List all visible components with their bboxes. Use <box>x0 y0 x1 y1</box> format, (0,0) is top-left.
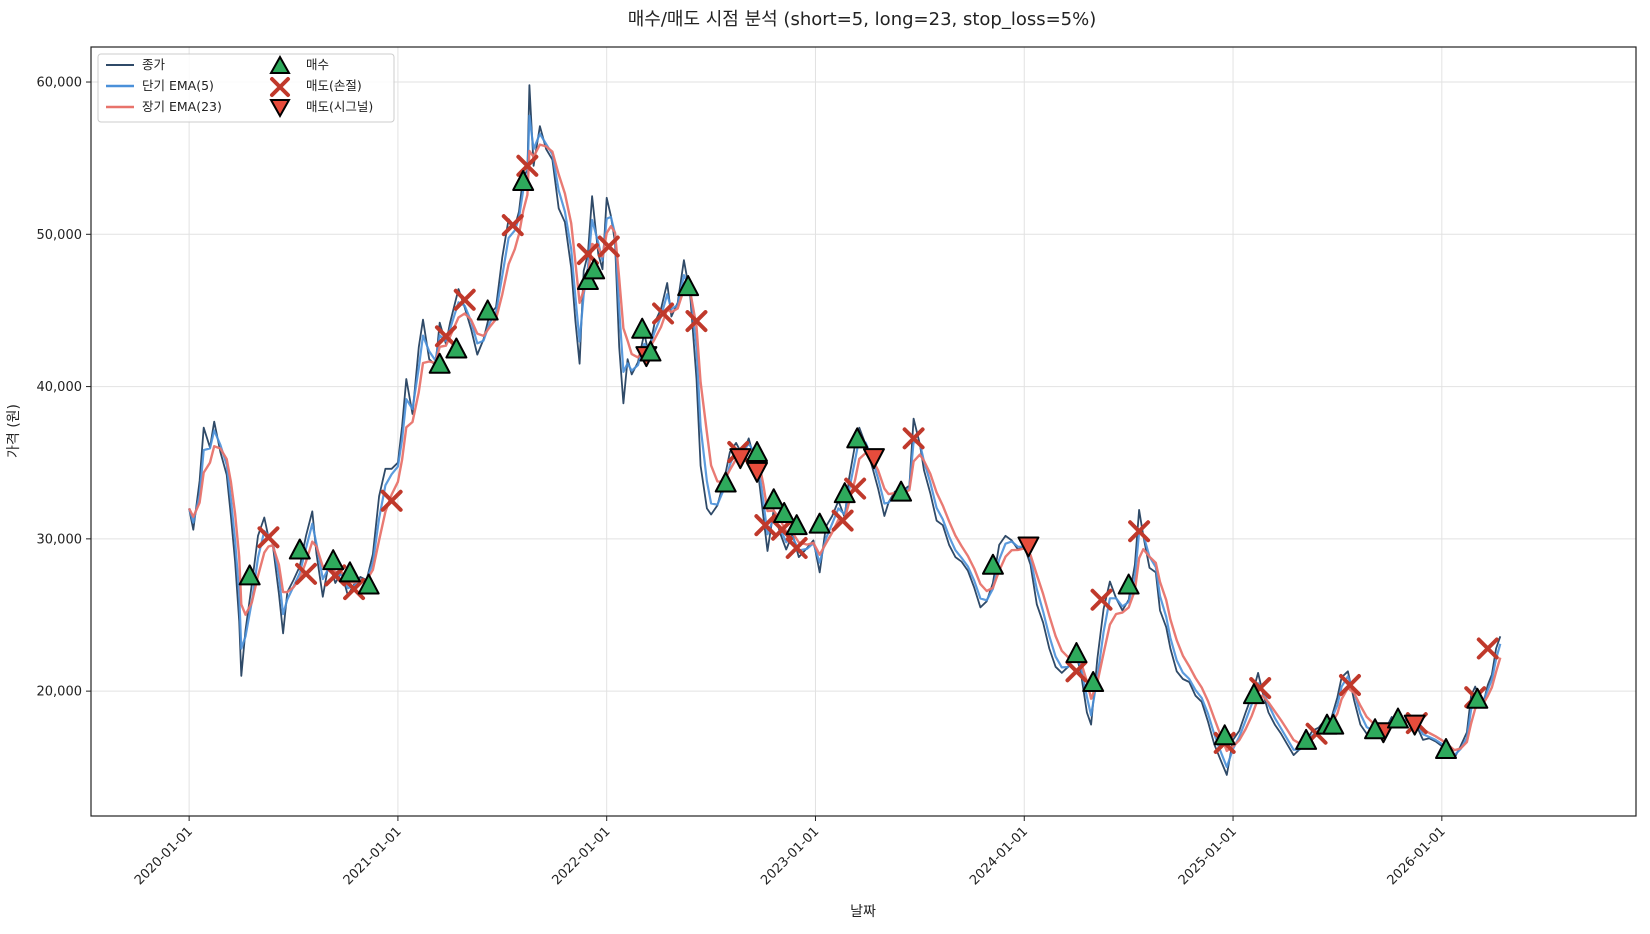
ema-short-line <box>188 114 1502 769</box>
sell-stop-marker <box>1338 674 1361 697</box>
sell-signal-marker <box>1017 536 1040 558</box>
legend-label-sell-signal: 매도(시그널) <box>306 99 373 114</box>
buy-marker <box>714 471 737 493</box>
sell-stop-marker <box>501 214 524 237</box>
legend-label-close: 종가 <box>142 57 166 72</box>
buy-marker <box>746 441 769 463</box>
sell-stop-marker <box>831 509 854 532</box>
y-tick-label: 30,000 <box>37 532 83 547</box>
grid <box>91 47 1636 816</box>
buy-marker <box>1242 683 1265 705</box>
y-tick-label: 40,000 <box>37 380 83 395</box>
sell-stop-marker <box>785 536 808 559</box>
buy-marker <box>1082 670 1105 692</box>
sell-signal-marker <box>862 448 885 470</box>
sell-stop-marker <box>1128 520 1151 543</box>
buy-marker <box>833 482 856 504</box>
buy-marker <box>677 275 700 297</box>
legend-box <box>97 53 395 123</box>
sell-stop-marker <box>754 514 777 537</box>
sell-stop-marker <box>516 154 539 177</box>
buy-marker <box>1295 728 1318 750</box>
buy-marker <box>445 337 468 359</box>
y-tick-label: 20,000 <box>37 685 83 700</box>
legend-swatch-buy <box>269 54 291 74</box>
x-tick-label: 2024-01-01 <box>967 824 1031 888</box>
x-axis-label: 날짜 <box>850 904 876 920</box>
buy-marker <box>981 553 1004 575</box>
buy-marker <box>1386 707 1409 729</box>
buy-marker <box>846 427 869 449</box>
buy-marker <box>1435 737 1458 759</box>
x-tick-label: 2025-01-01 <box>1176 824 1240 888</box>
buy-marker <box>357 573 380 595</box>
y-tick-label: 60,000 <box>37 76 83 91</box>
x-tick-label: 2023-01-01 <box>758 824 822 888</box>
x-tick-label: 2021-01-01 <box>341 824 405 888</box>
buy-marker <box>890 480 913 502</box>
sell-signal-marker <box>729 448 752 470</box>
buy-marker <box>512 170 535 192</box>
sell-signal-marker <box>1403 714 1426 736</box>
y-tick-label: 50,000 <box>37 228 83 243</box>
legend-swatch-sell-signal <box>269 99 291 119</box>
buy-marker <box>639 340 662 362</box>
buy-marker <box>428 352 451 374</box>
buy-marker <box>288 538 311 560</box>
plot-frame <box>90 46 1637 817</box>
buy-marker <box>1466 687 1489 709</box>
buy-marker <box>773 501 796 523</box>
x-axis: 2020-01-01 2021-01-01 2022-01-01 2023-01-01… <box>132 816 1449 888</box>
buy-marker <box>322 549 345 571</box>
buy-marker <box>576 268 599 290</box>
x-tick-label: 2026-01-01 <box>1385 824 1449 888</box>
y-axis: 20,000 30,000 40,000 50,000 60,000 <box>37 76 91 700</box>
chart-title: 매수/매도 시점 분석 (short=5, long=23, stop_loss… <box>628 9 1097 30</box>
buy-marker <box>808 512 831 534</box>
buy-marker <box>238 564 261 586</box>
buy-marker <box>1364 718 1387 740</box>
buy-marker <box>1065 642 1088 664</box>
series-layer <box>188 84 1502 776</box>
y-axis-label: 가격 (원) <box>6 404 22 458</box>
buy-marker <box>785 514 808 536</box>
sell-signal-marker <box>746 461 769 483</box>
sell-stop-marker <box>295 562 318 585</box>
buy-marker <box>1213 724 1236 746</box>
sell-stop-marker <box>257 526 280 549</box>
buy-marker <box>338 561 361 583</box>
sell-stop-marker <box>453 288 476 311</box>
buy-marker <box>583 258 606 280</box>
sell-stop-marker <box>652 302 675 325</box>
marker-layer <box>238 154 1499 759</box>
buy-marker <box>631 317 654 339</box>
sell-stop-marker <box>434 325 457 348</box>
buy-marker <box>1322 713 1345 735</box>
ema-long-line <box>188 143 1502 753</box>
legend-label-ema-long: 장기 EMA(23) <box>142 99 222 114</box>
legend-swatch-sell-stop <box>270 77 290 97</box>
sell-stop-marker <box>597 235 620 258</box>
sell-stop-marker <box>902 427 925 450</box>
close-price-line <box>188 84 1502 776</box>
sell-stop-marker <box>1065 660 1088 683</box>
buy-marker <box>762 488 785 510</box>
legend-label-sell-stop: 매도(손절) <box>306 78 362 93</box>
legend-label-ema-short: 단기 EMA(5) <box>142 78 214 93</box>
sell-stop-marker <box>1090 588 1113 611</box>
sell-stop-marker <box>771 518 794 541</box>
sell-stop-marker <box>343 578 366 601</box>
buy-marker <box>476 299 499 321</box>
x-tick-label: 2020-01-01 <box>132 824 196 888</box>
x-tick-label: 2022-01-01 <box>549 824 613 888</box>
sell-stop-marker <box>685 310 708 333</box>
sell-stop-marker <box>380 489 403 512</box>
legend: 종가 단기 EMA(5) 장기 EMA(23) 매수 매도(손절) 매도(시그널… <box>97 53 395 123</box>
sell-stop-marker <box>1476 637 1499 660</box>
legend-label-buy: 매수 <box>306 57 329 72</box>
buy-marker <box>1117 573 1140 595</box>
